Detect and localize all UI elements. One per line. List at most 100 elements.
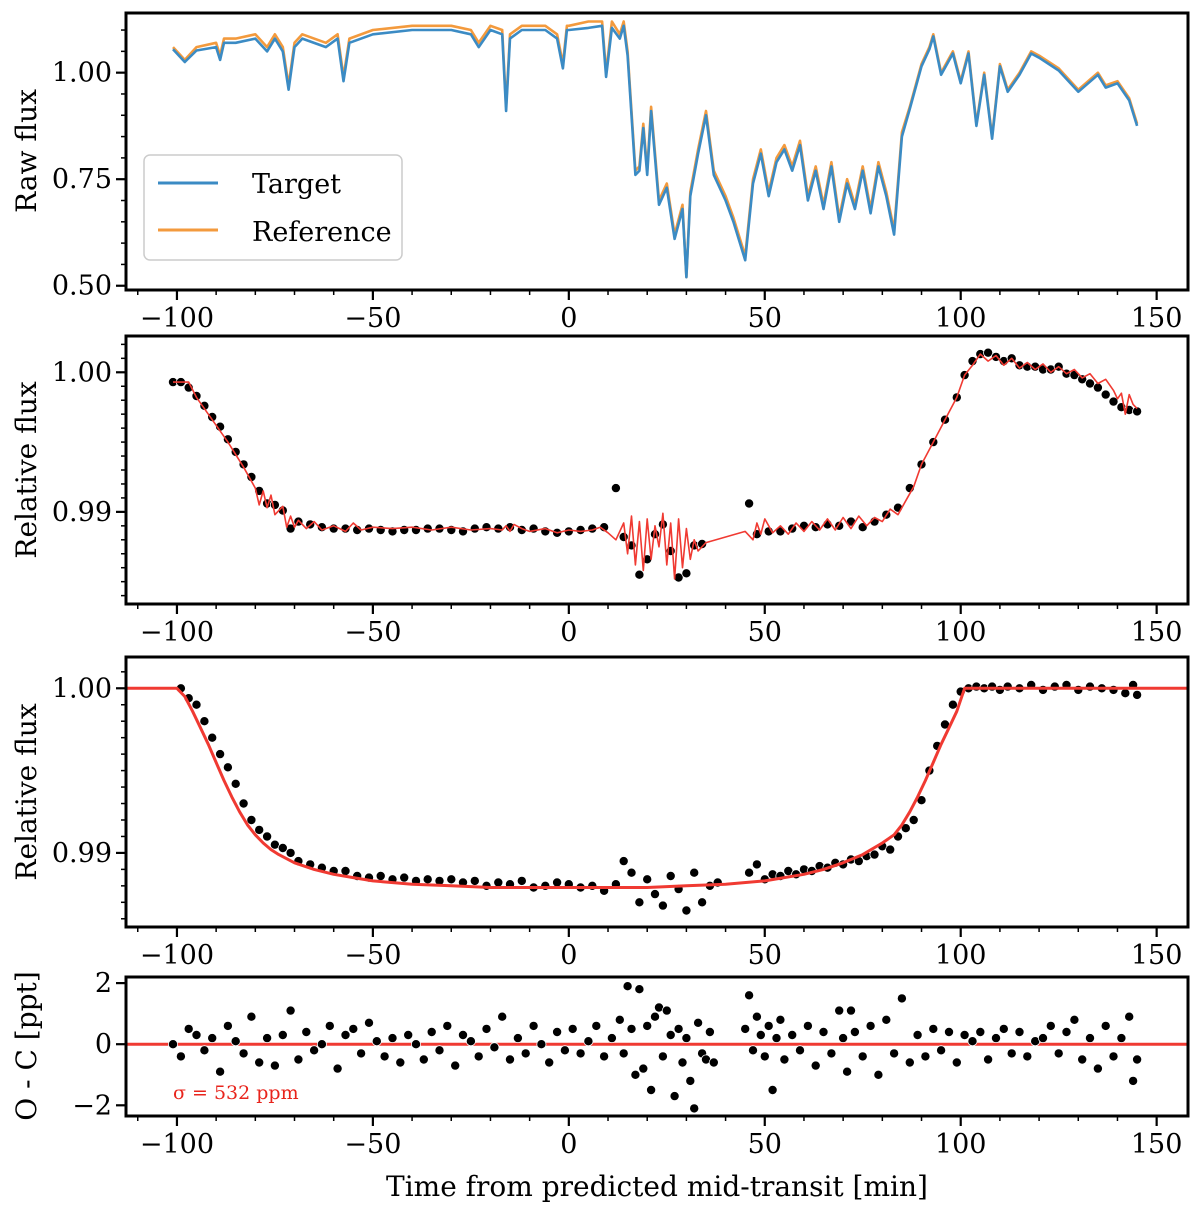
- data-point: [693, 1017, 704, 1028]
- data-point: [469, 523, 480, 534]
- x-tick-label: −50: [344, 1129, 401, 1160]
- data-point: [618, 1048, 629, 1059]
- data-point: [681, 1033, 692, 1044]
- data-point: [967, 1036, 978, 1047]
- data-point: [375, 871, 386, 882]
- data-point: [262, 1033, 273, 1044]
- data-point: [763, 1020, 774, 1031]
- legend-box: [143, 154, 403, 261]
- data-point: [528, 1020, 539, 1031]
- data-point: [618, 856, 629, 867]
- data-point: [1132, 689, 1143, 700]
- data-point: [638, 1063, 649, 1074]
- data-point: [904, 1057, 915, 1068]
- x-tick-label: 150: [1131, 1129, 1183, 1160]
- data-point: [1038, 1033, 1049, 1044]
- data-point: [669, 1091, 680, 1102]
- data-point: [587, 880, 598, 891]
- data-point: [246, 815, 257, 826]
- data-point: [614, 1014, 625, 1025]
- plot-area: [126, 680, 1188, 916]
- data-point: [928, 1023, 939, 1034]
- data-point: [708, 1057, 719, 1068]
- data-point: [552, 1027, 563, 1038]
- data-point: [191, 1030, 202, 1041]
- y-tick-label: 0: [95, 1029, 112, 1060]
- data-point: [681, 905, 692, 916]
- x-tick-label: 100: [935, 617, 987, 648]
- data-point: [277, 843, 288, 854]
- x-tick-label: 50: [748, 617, 782, 648]
- data-point: [262, 831, 273, 842]
- data-point: [983, 1054, 994, 1065]
- data-point: [908, 815, 919, 826]
- data-point: [650, 889, 661, 900]
- y-axis-label: Raw flux: [10, 89, 43, 213]
- x-tick-label: −50: [344, 940, 401, 971]
- relative-flux-raw-panel: −100 −50 0 50 100 150 0.99 1.00 Relative flux: [10, 334, 1190, 648]
- data-point: [744, 498, 755, 509]
- residuals-panel: −100 −50 0 50 100 150 −2 0 2 O - C [ppt]: [10, 968, 1190, 1160]
- y-tick-label: 1.00: [52, 673, 112, 704]
- data-point: [767, 1085, 778, 1096]
- data-point: [1022, 1051, 1033, 1062]
- data-point: [740, 1023, 751, 1034]
- data-point: [207, 411, 218, 422]
- data-point: [222, 762, 233, 773]
- x-tick-label: 150: [1131, 940, 1183, 971]
- data-point: [504, 1054, 515, 1065]
- data-point: [1053, 1048, 1064, 1059]
- data-point: [1049, 681, 1060, 692]
- data-point: [1100, 1020, 1111, 1031]
- data-point: [834, 1005, 845, 1016]
- data-point: [1128, 1075, 1139, 1086]
- data-point: [665, 871, 676, 882]
- data-point: [642, 1020, 653, 1031]
- data-point: [457, 1030, 468, 1041]
- data-point: [1006, 1048, 1017, 1059]
- data-point: [207, 1033, 218, 1044]
- data-point: [885, 844, 896, 855]
- data-point: [199, 400, 210, 411]
- data-point: [998, 1023, 1009, 1034]
- data-point: [399, 872, 410, 883]
- data-point: [395, 1057, 406, 1068]
- data-point: [697, 539, 708, 550]
- data-point: [191, 699, 202, 710]
- data-point: [846, 1005, 857, 1016]
- data-point: [1132, 406, 1143, 417]
- data-point: [677, 1057, 688, 1068]
- data-point: [540, 880, 551, 891]
- data-point: [681, 568, 692, 579]
- data-point: [889, 1048, 900, 1059]
- data-point: [751, 1011, 762, 1022]
- data-point: [583, 1036, 594, 1047]
- y-tick-label: 0.75: [52, 164, 112, 195]
- plot-area: [172, 20, 1139, 279]
- data-point: [634, 569, 645, 580]
- data-point: [285, 1005, 296, 1016]
- data-point: [418, 1054, 429, 1065]
- data-point: [1045, 1020, 1056, 1031]
- x-tick-label: 0: [560, 940, 577, 971]
- y-axis-label: O - C [ppt]: [10, 971, 43, 1121]
- x-tick-label: 50: [748, 303, 782, 334]
- data-point: [1108, 684, 1119, 695]
- data-point: [775, 1014, 786, 1025]
- data-point: [944, 1027, 955, 1038]
- data-point: [869, 849, 880, 860]
- data-point: [544, 1057, 555, 1068]
- data-point: [947, 699, 958, 710]
- data-point: [1108, 1051, 1119, 1062]
- data-point: [516, 875, 527, 886]
- data-point: [1038, 684, 1049, 695]
- y-axis-label: Relative flux: [10, 381, 43, 559]
- axes-frame: [124, 655, 1190, 929]
- data-point: [865, 1020, 876, 1031]
- data-point: [473, 1051, 484, 1062]
- legend-reference-label: Reference: [252, 217, 392, 248]
- data-point: [606, 1033, 617, 1044]
- data-point: [481, 522, 492, 533]
- data-point: [748, 1045, 759, 1056]
